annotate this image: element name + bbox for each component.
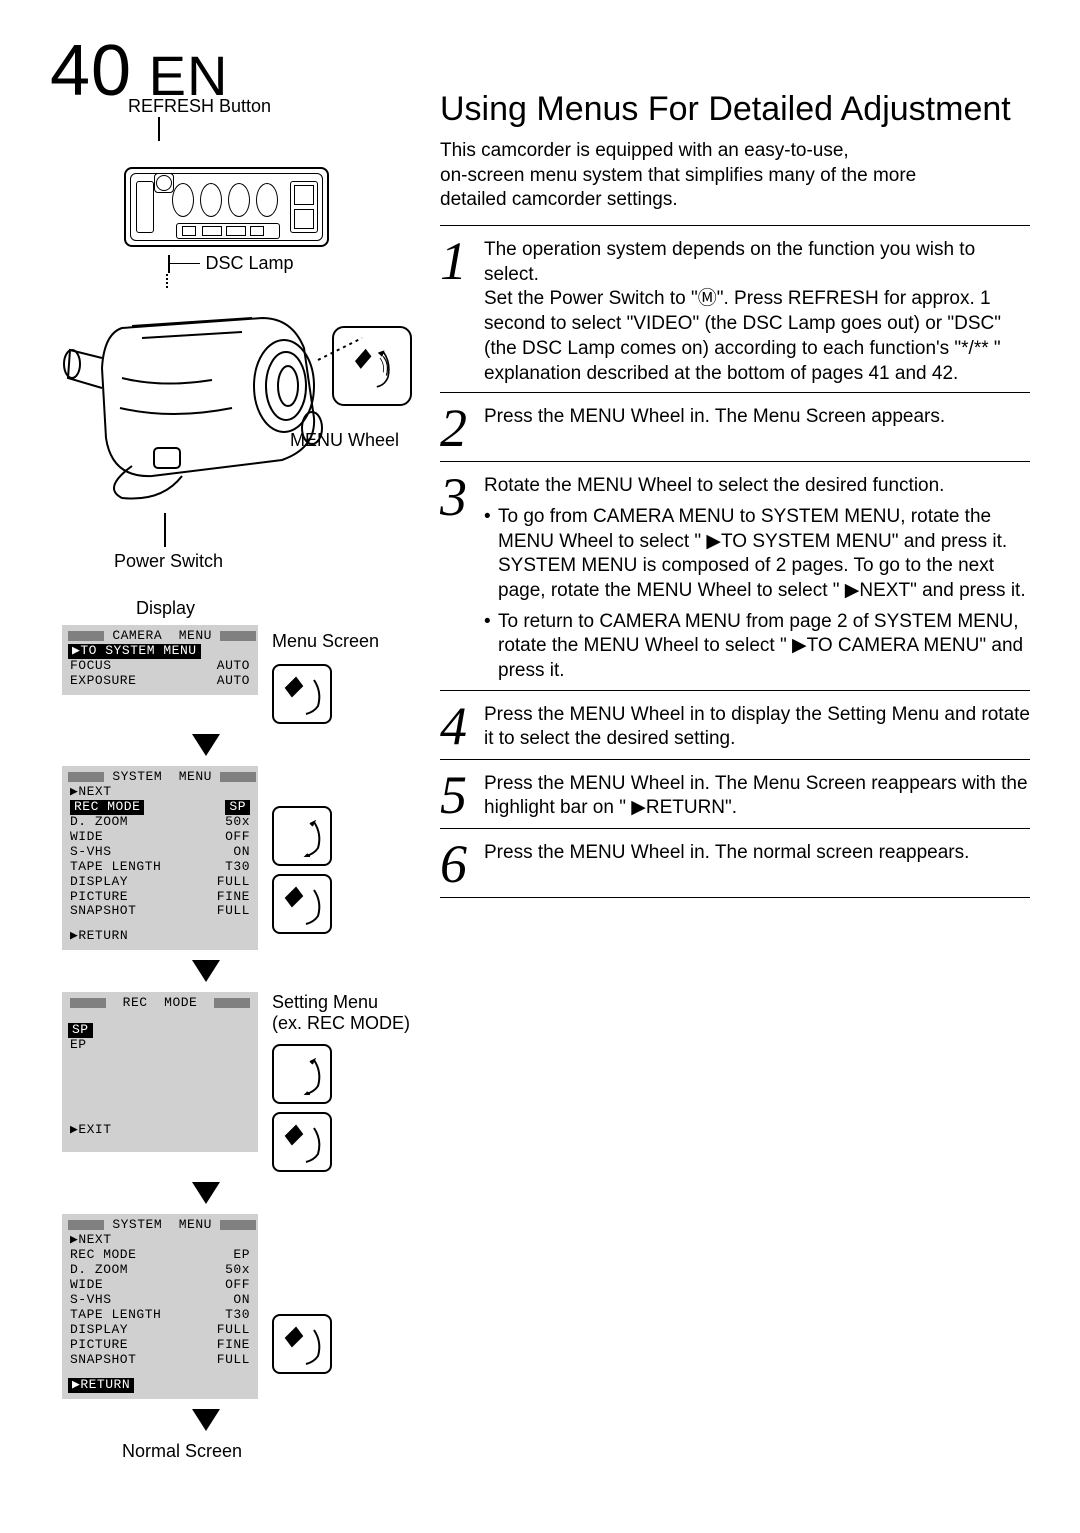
step-5: 5 Press the MENU Wheel in. The Menu Scre…: [440, 766, 1030, 822]
step-2: 2 Press the MENU Wheel in. The Menu Scre…: [440, 399, 1030, 455]
normal-screen-label: Normal Screen: [122, 1441, 442, 1462]
down-arrow-icon: [192, 1182, 220, 1204]
power-switch-pointer: [164, 513, 166, 547]
section-title: Using Menus For Detailed Adjustment: [440, 90, 1030, 129]
wheel-press-icon: [272, 874, 332, 934]
system-menu-2-screen: SYSTEM MENU ▶NEXT REC MODEEP D. ZOOM50x …: [62, 1214, 258, 1398]
step-number: 1: [440, 232, 484, 288]
camera-menu-screen: CAMERA MENU ▶TO SYSTEM MENU FOCUSAUTO EX…: [62, 625, 258, 695]
left-column: REFRESH Button DSC Lamp: [62, 96, 442, 1462]
right-column: Using Menus For Detailed Adjustment This…: [440, 90, 1030, 904]
rec-mode-screen: REC MODE SP EP ▶EXIT: [62, 992, 258, 1152]
power-switch-label: Power Switch: [114, 551, 442, 572]
step-number: 2: [440, 399, 484, 455]
camcorder-top-panel: [124, 167, 329, 247]
down-arrow-icon: [192, 1409, 220, 1431]
step-1: 1 The operation system depends on the fu…: [440, 232, 1030, 386]
wheel-rotate-icon: [272, 806, 332, 866]
down-arrow-icon: [192, 734, 220, 756]
menu-wheel-large-icon: [332, 326, 412, 406]
menu-screen-label: Menu Screen: [272, 631, 379, 652]
step-number: 6: [440, 835, 484, 891]
down-arrow-icon: [192, 960, 220, 982]
camera-menu-highlight: ▶TO SYSTEM MENU: [68, 644, 201, 659]
display-label: Display: [136, 598, 442, 619]
dsc-lamp-label: DSC Lamp: [206, 253, 294, 274]
setting-menu-label-2: (ex. REC MODE): [272, 1013, 410, 1034]
refresh-pointer-line: [158, 117, 160, 141]
wheel-rotate-icon: [272, 1044, 332, 1104]
camcorder-illustration: [62, 288, 372, 508]
step-number: 5: [440, 766, 484, 822]
menu-wheel-label: MENU Wheel: [290, 430, 399, 451]
step-3: 3 Rotate the MENU Wheel to select the de…: [440, 468, 1030, 684]
step-number: 3: [440, 468, 484, 524]
intro-text: This camcorder is equipped with an easy-…: [440, 139, 1030, 213]
camera-menu-title: CAMERA MENU: [112, 628, 212, 643]
system-menu-1-screen: SYSTEM MENU ▶NEXT REC MODESP D. ZOOM50x …: [62, 766, 258, 950]
step-number: 4: [440, 697, 484, 753]
setting-menu-label-1: Setting Menu: [272, 992, 410, 1013]
wheel-press-icon: [272, 664, 332, 724]
refresh-button-label: REFRESH Button: [128, 96, 442, 117]
wheel-press-icon: [272, 1112, 332, 1172]
step-4: 4 Press the MENU Wheel in to display the…: [440, 697, 1030, 753]
wheel-press-icon: [272, 1314, 332, 1374]
step-6: 6 Press the MENU Wheel in. The normal sc…: [440, 835, 1030, 891]
